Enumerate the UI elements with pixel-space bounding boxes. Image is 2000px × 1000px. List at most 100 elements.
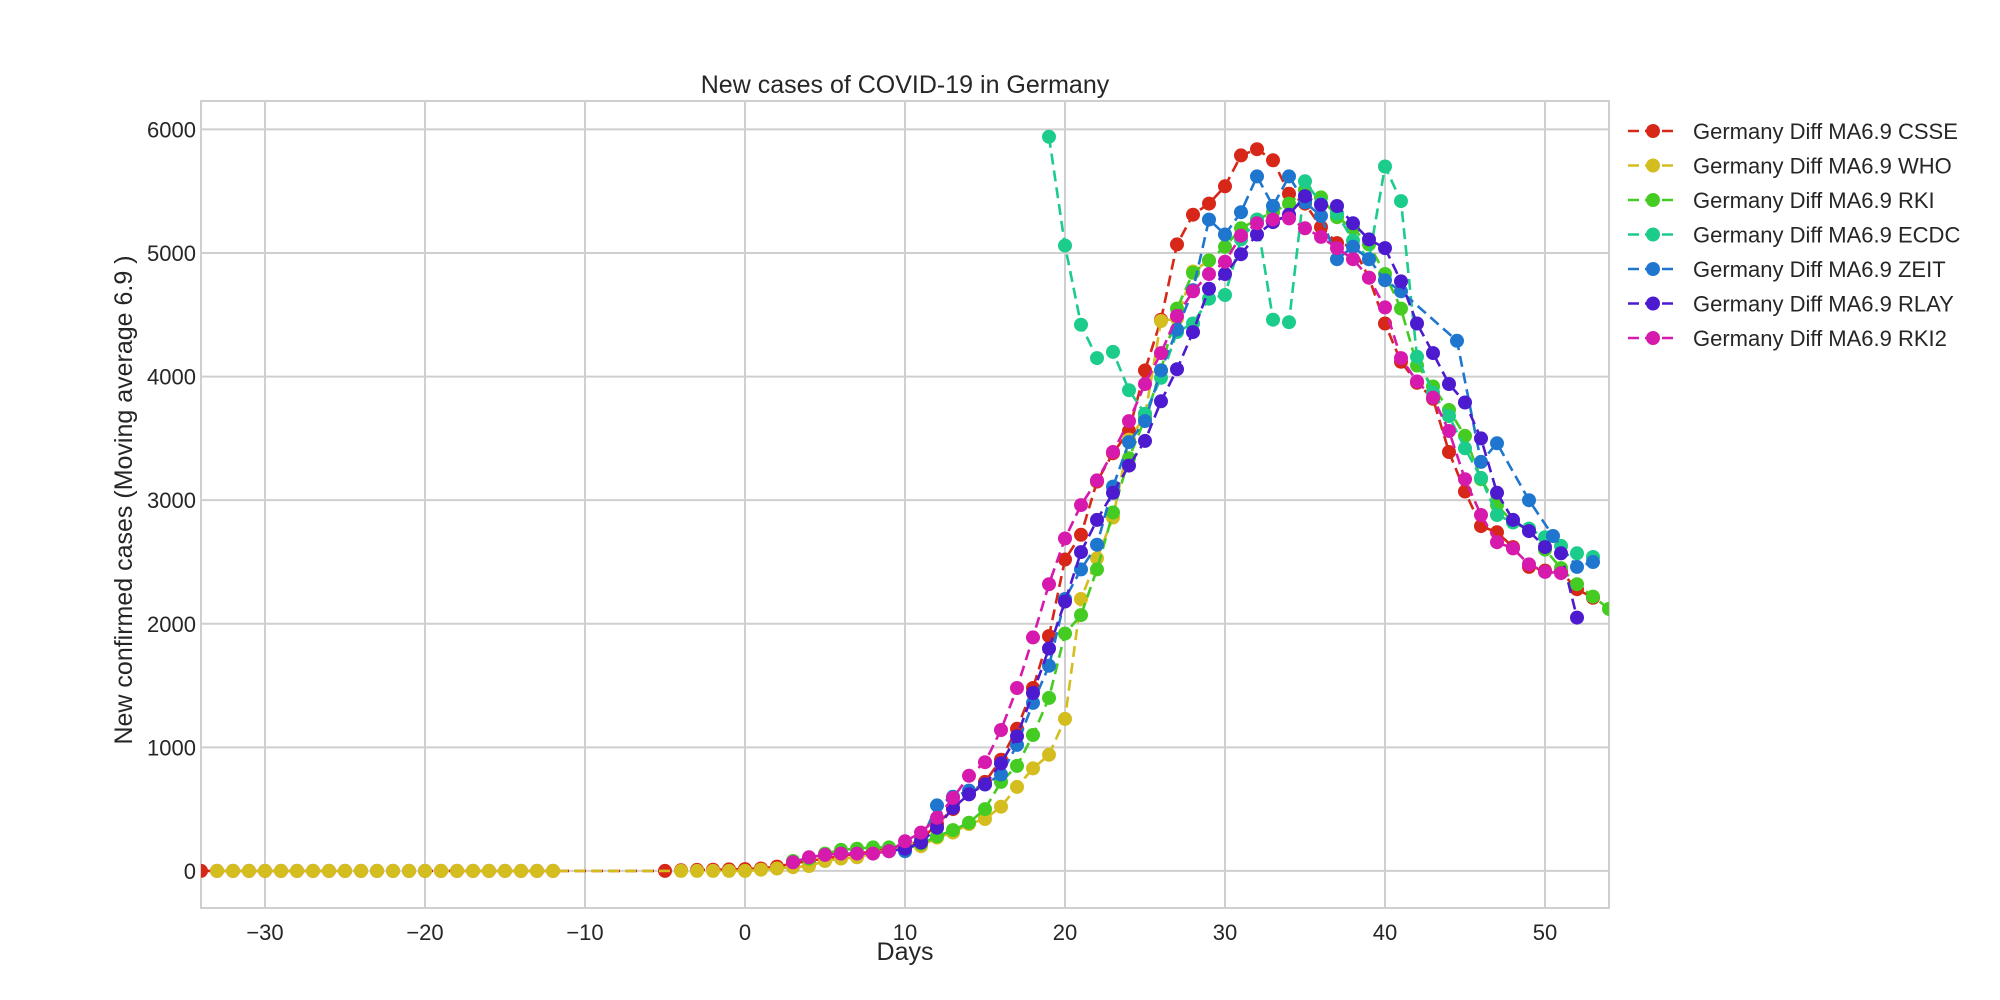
legend[interactable]: Germany Diff MA6.9 CSSE Germany Diff MA6.…	[1628, 119, 1960, 351]
data-point-rki2	[1490, 535, 1504, 550]
data-point-zeit	[1218, 227, 1232, 242]
data-point-rki2	[802, 850, 816, 865]
data-point-who	[754, 862, 768, 877]
legend-marker-swatch	[1646, 124, 1660, 138]
data-point-who	[450, 863, 464, 878]
data-point-rki2	[930, 810, 944, 825]
legend-item-rki2[interactable]: Germany Diff MA6.9 RKI2	[1628, 326, 1947, 351]
data-point-ecdc	[1122, 383, 1136, 398]
data-point-rlay	[1218, 267, 1232, 281]
data-point-rki2	[834, 846, 848, 861]
data-point-zeit	[1546, 529, 1560, 543]
data-point-who	[706, 863, 720, 878]
legend-item-csse[interactable]: Germany Diff MA6.9 CSSE	[1628, 119, 1958, 144]
data-point-rki2	[1314, 229, 1328, 244]
x-tick-label: 10	[893, 920, 917, 945]
data-point-rki2	[1250, 216, 1264, 231]
data-point-rki	[1026, 728, 1040, 742]
data-point-rki2	[1010, 681, 1024, 695]
data-point-rki	[1074, 608, 1088, 623]
data-point-who	[210, 863, 224, 878]
data-point-who	[354, 863, 368, 878]
legend-item-who[interactable]: Germany Diff MA6.9 WHO	[1628, 154, 1952, 179]
data-point-rlay	[1170, 362, 1184, 377]
data-point-rki2	[1458, 472, 1472, 487]
data-point-zeit	[1570, 559, 1584, 574]
data-point-rlay	[1362, 232, 1376, 247]
data-point-rki	[1202, 253, 1216, 268]
data-point-who	[978, 812, 992, 826]
legend-item-zeit[interactable]: Germany Diff MA6.9 ZEIT	[1628, 257, 1946, 282]
data-point-rki	[1394, 301, 1408, 316]
data-point-ecdc	[1266, 312, 1280, 327]
data-point-ecdc	[1410, 349, 1424, 364]
y-tick-label: 0	[184, 859, 196, 884]
data-point-rki2	[1202, 267, 1216, 281]
data-point-who	[530, 863, 544, 878]
data-point-zeit	[1042, 658, 1056, 673]
series-rki	[786, 183, 1609, 868]
data-point-csse	[201, 863, 208, 878]
data-point-rlay	[914, 835, 928, 850]
data-point-who	[546, 863, 560, 878]
data-point-who	[674, 863, 688, 878]
data-point-zeit	[1586, 555, 1600, 569]
data-point-rlay	[1522, 524, 1536, 539]
data-point-rlay	[946, 800, 960, 815]
legend-marker-swatch	[1646, 158, 1660, 173]
data-point-rlay	[1554, 546, 1568, 561]
data-point-rlay	[1346, 216, 1360, 231]
data-point-rki2	[1138, 377, 1152, 391]
data-point-rlay	[1394, 274, 1408, 289]
data-point-zeit	[1378, 273, 1392, 288]
data-point-rlay	[1442, 377, 1456, 391]
data-point-rlay	[1122, 458, 1136, 473]
data-point-rlay	[1010, 729, 1024, 744]
data-point-csse	[1186, 207, 1200, 222]
data-point-who	[482, 863, 496, 878]
data-point-who	[274, 863, 288, 878]
data-point-csse	[1074, 527, 1088, 542]
data-point-who	[770, 861, 784, 876]
data-point-ecdc	[1106, 344, 1120, 359]
plot-area	[200, 100, 1610, 909]
data-point-rlay	[1090, 512, 1104, 527]
x-tick-label: 50	[1533, 920, 1557, 945]
data-point-rki	[1602, 601, 1609, 616]
data-point-rki2	[1154, 346, 1168, 361]
data-point-rki2	[1474, 508, 1488, 522]
legend-marker-swatch	[1646, 193, 1660, 207]
data-point-rki2	[1538, 564, 1552, 579]
legend-item-rki[interactable]: Germany Diff MA6.9 RKI	[1628, 188, 1935, 213]
data-point-rki2	[882, 844, 896, 859]
y-tick-label: 3000	[147, 488, 196, 513]
data-point-rki	[1570, 577, 1584, 592]
data-point-csse	[1234, 148, 1248, 163]
legend-item-rlay[interactable]: Germany Diff MA6.9 RLAY	[1628, 292, 1954, 317]
y-axis-title: New confirmed cases (Moving average 6.9 …	[110, 255, 138, 744]
data-point-ecdc	[1298, 174, 1312, 189]
data-point-rki	[1090, 562, 1104, 577]
data-point-ecdc	[1458, 441, 1472, 456]
data-point-zeit	[1234, 205, 1248, 220]
data-point-csse	[1250, 142, 1264, 157]
data-point-who	[466, 863, 480, 878]
y-tick-label: 5000	[147, 241, 196, 266]
data-point-rlay	[1186, 325, 1200, 340]
data-point-zeit	[994, 767, 1008, 782]
data-point-zeit	[1090, 537, 1104, 552]
data-point-zeit	[1450, 333, 1464, 348]
data-point-rki	[978, 802, 992, 817]
data-point-rki2	[1106, 445, 1120, 459]
data-point-ecdc	[1218, 288, 1232, 302]
data-point-rki2	[1298, 221, 1312, 236]
data-point-ecdc	[1474, 470, 1488, 485]
data-point-ecdc	[1090, 351, 1104, 366]
data-point-rki2	[962, 768, 976, 783]
data-point-rlay	[1426, 346, 1440, 361]
data-point-who	[226, 863, 240, 878]
legend-item-ecdc[interactable]: Germany Diff MA6.9 ECDC	[1628, 223, 1960, 248]
series-layer	[201, 129, 1609, 878]
data-point-rlay	[1538, 540, 1552, 555]
